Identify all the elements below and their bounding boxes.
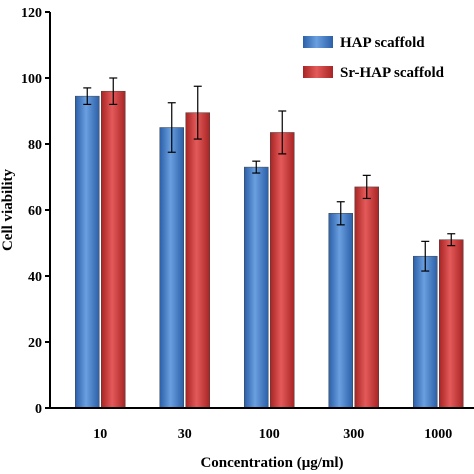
x-axis-title: Concentration (μg/ml) <box>200 455 343 471</box>
y-tick-label: 80 <box>28 138 42 153</box>
legend-label-sr-hap: Sr-HAP scaffold <box>340 65 445 81</box>
x-tick-label: 1000 <box>424 427 452 442</box>
bar-sr-hap-1000 <box>439 239 464 409</box>
legend-swatch-sr-hap <box>303 66 333 78</box>
bar-sr-hap-30 <box>185 112 210 409</box>
y-tick-label: 40 <box>28 270 42 285</box>
bar-hap-1000 <box>413 255 438 409</box>
y-axis: 0 20 40 60 80 100 120 <box>21 6 51 417</box>
bar-hap-300 <box>328 213 353 409</box>
y-tick-label: 20 <box>28 336 42 351</box>
bar-sr-hap-100 <box>270 132 295 409</box>
bar-hap-30 <box>159 127 184 409</box>
bar-hap-10 <box>75 95 100 409</box>
plot-area <box>75 77 464 409</box>
x-tick-label: 10 <box>93 427 107 442</box>
bar-hap-100 <box>244 166 269 409</box>
x-tick-label: 100 <box>259 427 280 442</box>
y-axis-title: Cell viability <box>0 168 16 251</box>
bar-sr-hap-10 <box>101 90 126 409</box>
bar-sr-hap-300 <box>354 186 379 409</box>
legend-label-hap: HAP scaffold <box>340 35 425 51</box>
legend: HAP scaffold Sr-HAP scaffold <box>303 35 445 81</box>
y-tick-label: 0 <box>35 402 42 417</box>
x-tick-label: 30 <box>178 427 192 442</box>
y-tick-label: 60 <box>28 204 42 219</box>
x-axis: 10 30 100 300 1000 <box>50 407 474 442</box>
y-tick-label: 100 <box>21 72 42 87</box>
legend-swatch-hap <box>303 36 333 48</box>
y-tick-label: 120 <box>21 6 42 21</box>
x-tick-label: 300 <box>343 427 364 442</box>
